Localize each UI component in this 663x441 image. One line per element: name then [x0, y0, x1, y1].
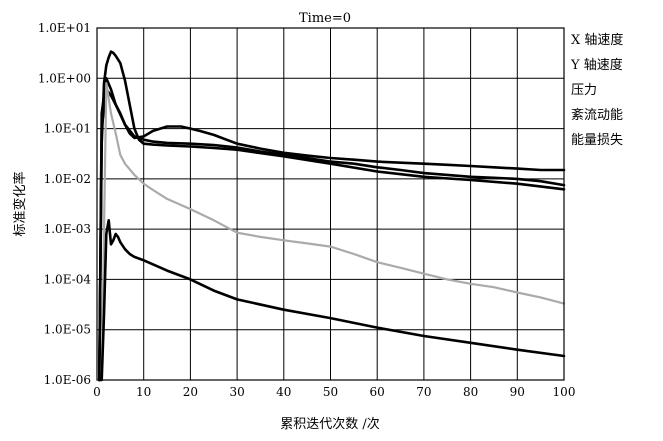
- y-tick-labels: 1.0E-06 1.0E-05 1.0E-04 1.0E-03 1.0E-02 1.0E-…: [38, 21, 92, 387]
- series-line-energy-loss: [98, 219, 566, 382]
- x-tick-label: 0: [93, 385, 101, 399]
- y-tick-label: 1.0E-05: [44, 323, 91, 337]
- y-tick-label: 1.0E+01: [38, 21, 91, 35]
- y-tick-label: 1.0E-04: [44, 272, 92, 286]
- x-tick-label: 50: [323, 385, 338, 399]
- x-tick-label: 70: [416, 385, 431, 399]
- y-tick-label: 1.0E-03: [44, 222, 91, 236]
- x-tick-label: 90: [510, 385, 525, 399]
- x-tick-label: 20: [183, 385, 198, 399]
- legend-entry-energy-loss: 能量损失: [571, 133, 623, 148]
- grid-lines: [96, 27, 565, 381]
- series-line-y-velocity: [98, 77, 566, 382]
- plot-frame: [96, 27, 565, 381]
- legend-entry-x-velocity: X 轴速度: [571, 32, 623, 48]
- legend-entry-y-velocity: Y 轴速度: [570, 57, 623, 73]
- legend-entry-pressure: 压力: [571, 83, 597, 98]
- series-line-pressure: [98, 50, 566, 382]
- y-tick-label: 1.0E-02: [44, 172, 91, 186]
- x-tick-labels: 0 10 20 30 40 50 60 70 80 90 100: [93, 385, 575, 399]
- series-line-x-velocity: [98, 88, 566, 382]
- series-lines: [98, 50, 566, 382]
- x-tick-label: 30: [229, 385, 244, 399]
- x-axis-label: 累积迭代次数 /次: [280, 416, 380, 432]
- x-tick-label: 60: [370, 385, 385, 399]
- chart-title: Time=0: [299, 11, 351, 26]
- y-tick-label: 1.0E-01: [44, 122, 91, 136]
- x-tick-label: 80: [463, 385, 478, 399]
- y-tick-label: 1.0E+00: [38, 71, 91, 85]
- x-tick-label: 100: [553, 385, 576, 399]
- series-line-turbulent-energy: [100, 82, 566, 382]
- y-tick-label: 1.0E-06: [44, 373, 91, 387]
- x-tick-label: 40: [276, 385, 291, 399]
- legend-entry-turbulent-energy: 紊流动能: [571, 107, 623, 123]
- y-axis-label: 标准变化率: [12, 171, 28, 236]
- x-tick-label: 10: [136, 385, 151, 399]
- legend: X 轴速度 Y 轴速度 压力 紊流动能 能量损失: [570, 32, 623, 148]
